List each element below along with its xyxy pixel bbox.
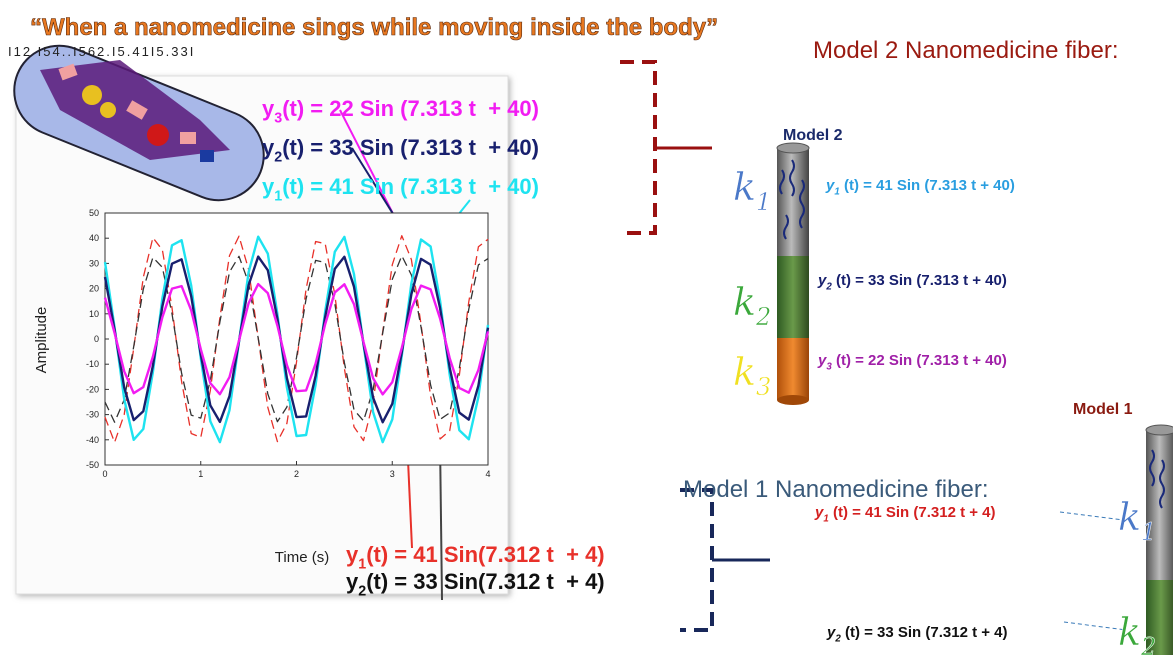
equation: y1 (t) = 41 Sin (7.313 t + 40) <box>825 177 1015 198</box>
equation-subscript: 3 <box>274 111 282 127</box>
series-line <box>103 235 490 444</box>
y-tick-label: 30 <box>89 258 99 268</box>
k-label: k1 <box>733 165 771 216</box>
equation-symbol: y <box>814 504 824 521</box>
series-line <box>104 255 489 423</box>
k-label: k2 <box>733 280 771 331</box>
code-text: I12 I54..I562.I5.41I5.33I <box>8 44 195 59</box>
series-line <box>104 235 489 443</box>
equation-text: (t) = 33 Sin (7.312 t + 4) <box>841 624 1008 641</box>
equation-text: (t) = 41 Sin (7.313 t + 40) <box>282 174 539 199</box>
series-line <box>103 282 490 396</box>
equation: y2(t) = 33 Sin (7.313 t + 40) <box>262 135 539 166</box>
k-subscript: 1 <box>756 188 771 216</box>
x-tick-label: 1 <box>198 469 203 479</box>
y-tick-label: 40 <box>89 233 99 243</box>
equation-text: (t) = 41 Sin (7.313 t + 40) <box>840 177 1015 194</box>
heading: Model 1 Nanomedicine fiber: <box>683 476 989 503</box>
equation: y3(t) = 22 Sin (7.313 t + 40) <box>262 96 539 127</box>
k-subscript: 2 <box>755 303 771 331</box>
x-axis-label: Time (s) <box>275 549 329 566</box>
fiber-label: Model 1 <box>1073 401 1133 418</box>
series-line <box>103 255 490 424</box>
equation-text: (t) = 41 Sin (7.312 t + 4) <box>829 504 996 521</box>
equation-symbol: y <box>826 624 836 641</box>
equation-symbol: y <box>346 569 359 594</box>
k-symbol: k <box>733 165 756 209</box>
equation-text: (t) = 22 Sin (7.313 t + 40) <box>832 352 1007 369</box>
equation-subscript: 2 <box>834 634 841 645</box>
equation: y1(t) = 41 Sin(7.312 t + 4) <box>346 542 605 573</box>
y-tick-label: -20 <box>86 384 99 394</box>
k-subscript: 2 <box>1140 633 1156 655</box>
equation: y2 (t) = 33 Sin (7.312 t + 4) <box>826 624 1008 645</box>
fiber-label: Model 2 <box>783 127 843 144</box>
equation-subscript: 1 <box>358 557 366 573</box>
k-symbol: k <box>733 350 756 394</box>
equation-symbol: y <box>346 542 359 567</box>
y-tick-label: -40 <box>86 435 99 445</box>
k-subscript: 3 <box>756 373 771 401</box>
equation: y1(t) = 41 Sin (7.313 t + 40) <box>262 174 539 205</box>
equation-subscript: 1 <box>823 514 828 525</box>
equation-symbol: y <box>817 352 827 369</box>
equation: y2(t) = 33 Sin(7.312 t + 4) <box>346 569 605 600</box>
y-tick-label: -30 <box>86 410 99 420</box>
k-label: k3 <box>733 350 771 401</box>
y-tick-label: -50 <box>86 460 99 470</box>
equation: y1 (t) = 41 Sin (7.312 t + 4) <box>814 504 996 525</box>
x-tick-label: 3 <box>390 469 395 479</box>
equation-symbol: y <box>817 272 827 289</box>
equation-subscript: 1 <box>834 187 839 198</box>
equation-text: (t) = 22 Sin (7.313 t + 40) <box>282 96 539 121</box>
equation-symbol: y <box>262 174 275 199</box>
equation: y2 (t) = 33 Sin (7.313 t + 40) <box>817 272 1007 293</box>
k-symbol: k <box>733 280 756 324</box>
equation-subscript: 2 <box>358 584 366 600</box>
equation-symbol: y <box>262 135 275 160</box>
equation-text: (t) = 33 Sin (7.313 t + 40) <box>832 272 1007 289</box>
y-axis-label: Amplitude <box>33 307 50 374</box>
x-tick-label: 2 <box>294 469 299 479</box>
x-tick-label: 4 <box>485 469 490 479</box>
y-tick-label: 0 <box>94 334 99 344</box>
equation-text: (t) = 41 Sin(7.312 t + 4) <box>366 542 604 567</box>
fiber-model-1 <box>1059 424 1173 655</box>
equation-text: (t) = 33 Sin (7.313 t + 40) <box>282 135 539 160</box>
y-tick-label: 20 <box>89 284 99 294</box>
equation-subscript: 1 <box>274 189 282 205</box>
k-label: k2 <box>1118 610 1156 655</box>
bracket <box>620 60 657 235</box>
k-subscript: 1 <box>1141 518 1156 546</box>
k-symbol: k <box>1118 610 1141 654</box>
equation-subscript: 2 <box>274 150 282 166</box>
k-symbol: k <box>1118 495 1141 539</box>
bracket <box>680 488 714 632</box>
heading: Model 2 Nanomedicine fiber: <box>813 37 1119 64</box>
equation-symbol: y <box>262 96 275 121</box>
equation-subscript: 3 <box>826 362 832 373</box>
x-tick-label: 0 <box>102 469 107 479</box>
y-tick-label: 10 <box>89 309 99 319</box>
fiber-model-2 <box>776 142 810 405</box>
equation-subscript: 2 <box>825 282 832 293</box>
capsule-illustration <box>13 44 265 202</box>
equation-text: (t) = 33 Sin(7.312 t + 4) <box>366 569 604 594</box>
y-tick-label: 50 <box>89 208 99 218</box>
y-tick-label: -10 <box>86 359 99 369</box>
equation-symbol: y <box>825 177 835 194</box>
title: “When a nanomedicine sings while moving … <box>30 14 718 41</box>
equation: y3 (t) = 22 Sin (7.313 t + 40) <box>817 352 1007 373</box>
k-label: k1 <box>1118 495 1156 546</box>
